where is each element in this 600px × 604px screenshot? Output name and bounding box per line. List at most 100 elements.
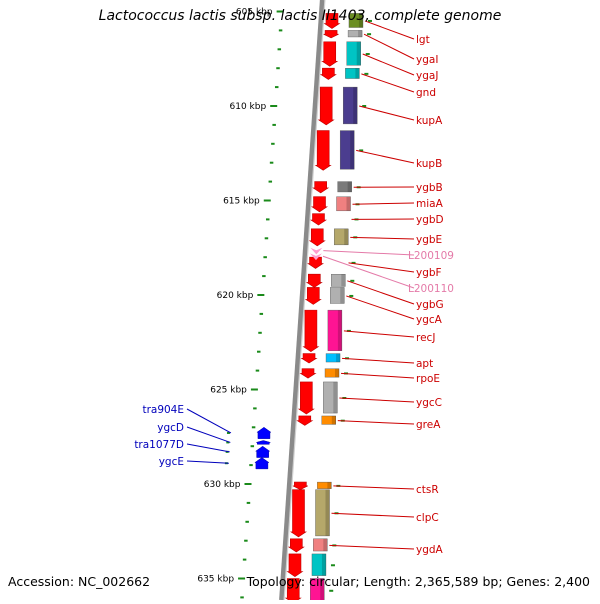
gene-label-rpoe: rpoE — [416, 373, 440, 385]
ruler-label-620: 620 kbp — [217, 291, 254, 301]
gene-arrow-kupb — [316, 131, 331, 171]
map-title: Lactococcus lactis subsp. lactis Il1403,… — [0, 8, 600, 24]
gene-arrow-ygbd — [311, 214, 326, 225]
label-leader-miaa — [353, 203, 414, 204]
label-leader-ygaj — [363, 54, 414, 75]
cog-box-shade — [345, 214, 349, 224]
label-leader-recj — [344, 331, 414, 337]
gene-label-ygbf: ygbF — [416, 267, 442, 279]
cog-box-shade — [348, 182, 352, 192]
gene-arrow-kupa — [319, 87, 334, 125]
gene-label-kupa: kupA — [416, 115, 443, 127]
gene-arrow-ygda — [289, 539, 304, 552]
gene-label-ygcc: ygcC — [416, 397, 442, 409]
cog-box-shade — [335, 369, 339, 377]
gene-label-clpc: clpC — [416, 512, 439, 524]
gene-label-ygai: ygaI — [416, 54, 438, 66]
cog-box-shade — [355, 68, 359, 78]
cog-box-shade — [353, 87, 357, 124]
cog-box-shade — [332, 416, 336, 424]
gene-label-gnd: gnd — [416, 87, 436, 99]
label-leader-rpoe — [341, 373, 414, 378]
gene-arrow-rpoe — [301, 369, 316, 378]
gene-label-ygca: ygcA — [416, 314, 443, 326]
gene-label-ygbd: ygbD — [416, 214, 444, 226]
gene-label-ygda: ygdA — [416, 544, 444, 556]
gene-label-tra1077d: tra1077D — [134, 439, 184, 451]
cog-box-shade — [357, 42, 361, 66]
label-leader-kupa — [359, 106, 414, 120]
gene-arrow-tra1077d — [256, 446, 270, 457]
gene-arrow-gnd — [321, 68, 336, 79]
cog-box-shade — [336, 354, 340, 362]
ruler-label-630: 630 kbp — [204, 480, 241, 490]
gene-arrow-ygcc — [299, 382, 314, 414]
gene-arrow-grea — [297, 416, 312, 425]
gene-arrow-tra904e — [257, 427, 271, 438]
ruler-label-635: 635 kbp — [197, 575, 234, 585]
gene-label-ygaj: ygaJ — [416, 70, 438, 82]
label-leader-gnd — [361, 74, 414, 92]
gene-label-kupb: kupB — [416, 158, 442, 170]
gene-label-ygbe: ygbE — [416, 234, 442, 246]
gene-label-tra904e: tra904E — [142, 404, 184, 416]
gene-arrow-ygai — [324, 30, 339, 38]
gene-label-ygbg: ygbG — [416, 299, 444, 311]
gene-label-ygbb: ygbB — [416, 182, 443, 194]
gene-label-ctsr: ctsR — [416, 484, 439, 496]
gene-label-apt: apt — [416, 358, 433, 370]
accession-label: Accession: NC_002662 — [8, 574, 150, 589]
gene-label-grea: greA — [416, 419, 441, 431]
label-leader-grea — [338, 421, 414, 424]
gene-arrow-ygbb — [313, 182, 328, 193]
gene-arrow-ygca — [306, 287, 321, 304]
gene-arrow-clpc — [291, 490, 306, 537]
label-leader-apt — [342, 358, 414, 363]
gene-label-l200109: L200109 — [408, 250, 454, 262]
cog-box-shade — [350, 131, 354, 170]
label-leader-kupb — [356, 150, 414, 163]
cog-box-shade — [333, 382, 337, 413]
cog-box-shade — [327, 482, 331, 489]
cog-box-shade — [322, 554, 326, 576]
label-leader-ygai — [364, 34, 414, 59]
rna-arrow-l200109 — [310, 248, 322, 255]
gene-arrow-ygbg — [307, 274, 322, 287]
gene-arrow-ygaj — [322, 42, 337, 67]
cog-box-shade — [343, 257, 347, 267]
gene-arrow-ygcd — [256, 441, 270, 445]
reverse-genes — [255, 427, 271, 469]
gene-arrow-ygbe — [310, 229, 325, 246]
cog-box-shade — [325, 490, 329, 536]
label-leader-clpc — [331, 513, 414, 517]
label-leader-ygcc — [339, 398, 414, 402]
genome-summary: Topology: circular; Length: 2,365,589 bp… — [247, 574, 590, 589]
gene-arrow-apt — [302, 354, 317, 363]
gene-label-ygce: ygcE — [159, 456, 184, 468]
cog-box-shade — [358, 30, 362, 37]
cog-box-shade — [323, 539, 327, 551]
gene-arrow-ctsr — [293, 482, 308, 490]
gene-label-l200110: L200110 — [408, 283, 454, 295]
cog-box-shade — [340, 287, 344, 303]
gene-arrow-recj — [303, 310, 318, 352]
label-leader-ygce — [187, 461, 229, 463]
label-leader-ygca — [346, 296, 414, 319]
label-leader-ctsr — [333, 486, 414, 489]
cog-box-shade — [344, 229, 348, 245]
ruler-label-625: 625 kbp — [210, 386, 247, 396]
gene-arrow-ygce — [255, 458, 269, 469]
ruler-label-610: 610 kbp — [230, 102, 267, 112]
gene-label-miaa: miaA — [416, 198, 444, 210]
ruler-label-615: 615 kbp — [223, 197, 260, 207]
label-leader-tra1077d — [187, 444, 230, 452]
gene-arrow-miaa — [312, 197, 327, 212]
label-leader-ygbe — [350, 237, 414, 239]
gene-label-recj: recJ — [416, 332, 435, 344]
label-leader-ygda — [329, 545, 414, 549]
label-leader-l200109 — [323, 251, 414, 255]
